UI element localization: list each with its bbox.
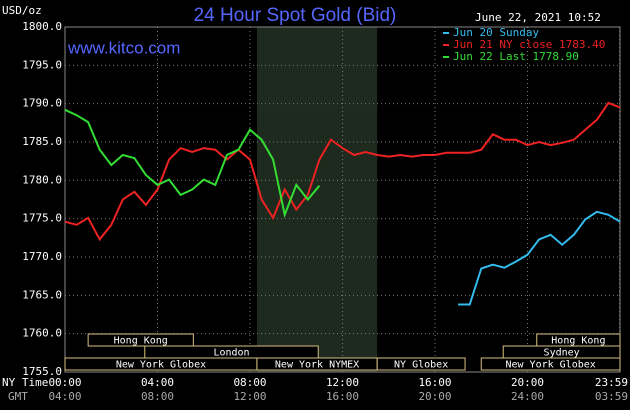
unit-label: USD/oz: [2, 4, 42, 17]
x2-tick-label: 20:00: [418, 390, 451, 403]
y-tick-label: 1760.0: [22, 327, 62, 340]
y-tick-label: 1755.0: [22, 365, 62, 378]
session-highlight: [256, 27, 378, 372]
y-tick-label: 1775.0: [22, 212, 62, 225]
x-tick-label: 20:00: [511, 376, 544, 389]
series-line: [458, 210, 621, 306]
site-label: www.kitco.com: [67, 38, 180, 57]
x2-tick-label: 04:00: [48, 390, 81, 403]
x2-tick-label: 03:59: [595, 390, 628, 403]
x2-label: GMT: [8, 390, 28, 403]
y-tick-label: 1800.0: [22, 20, 62, 33]
x2-tick-label: 24:00: [511, 390, 544, 403]
x-tick-label: 08:00: [233, 376, 266, 389]
session-label: New York NYMEX: [275, 360, 359, 371]
x-tick-label: 23:59: [595, 376, 628, 389]
x-label: NY Time: [2, 376, 48, 389]
series-line: [64, 101, 621, 242]
x2-tick-label: 12:00: [233, 390, 266, 403]
session-label: NY Globex: [394, 360, 448, 371]
chart-title: 24 Hour Spot Gold (Bid): [194, 5, 397, 26]
x2-tick-label: 08:00: [141, 390, 174, 403]
legend-label: Jun 20 Sunday: [453, 26, 539, 39]
session-label: London: [213, 348, 249, 359]
legend-label: Jun 22 Last 1778.90: [453, 50, 579, 63]
y-tick-label: 1785.0: [22, 135, 62, 148]
x2-tick-label: 16:00: [326, 390, 359, 403]
x-tick-label: 16:00: [418, 376, 451, 389]
series-line: [64, 108, 321, 219]
y-tick-label: 1770.0: [22, 250, 62, 263]
x-tick-label: 00:00: [48, 376, 81, 389]
y-tick-label: 1765.0: [22, 288, 62, 301]
session-box: [87, 333, 194, 347]
plot-frame: [64, 26, 621, 373]
y-tick-label: 1795.0: [22, 58, 62, 71]
session-label: Sydney: [544, 348, 580, 359]
y-tick-label: 1780.0: [22, 173, 62, 186]
session-box: [480, 357, 621, 371]
session-label: New York Globex: [116, 360, 206, 371]
session-label: New York Globex: [505, 360, 595, 371]
timestamp: June 22, 2021 10:52: [475, 11, 601, 24]
session-label: Hong Kong: [114, 336, 168, 347]
session-box: [376, 357, 466, 371]
x-tick-label: 12:00: [326, 376, 359, 389]
y-tick-label: 1790.0: [22, 97, 62, 110]
session-label: Hong Kong: [551, 336, 605, 347]
x-tick-label: 04:00: [141, 376, 174, 389]
legend-label: Jun 21 NY close 1783.40: [453, 38, 605, 51]
